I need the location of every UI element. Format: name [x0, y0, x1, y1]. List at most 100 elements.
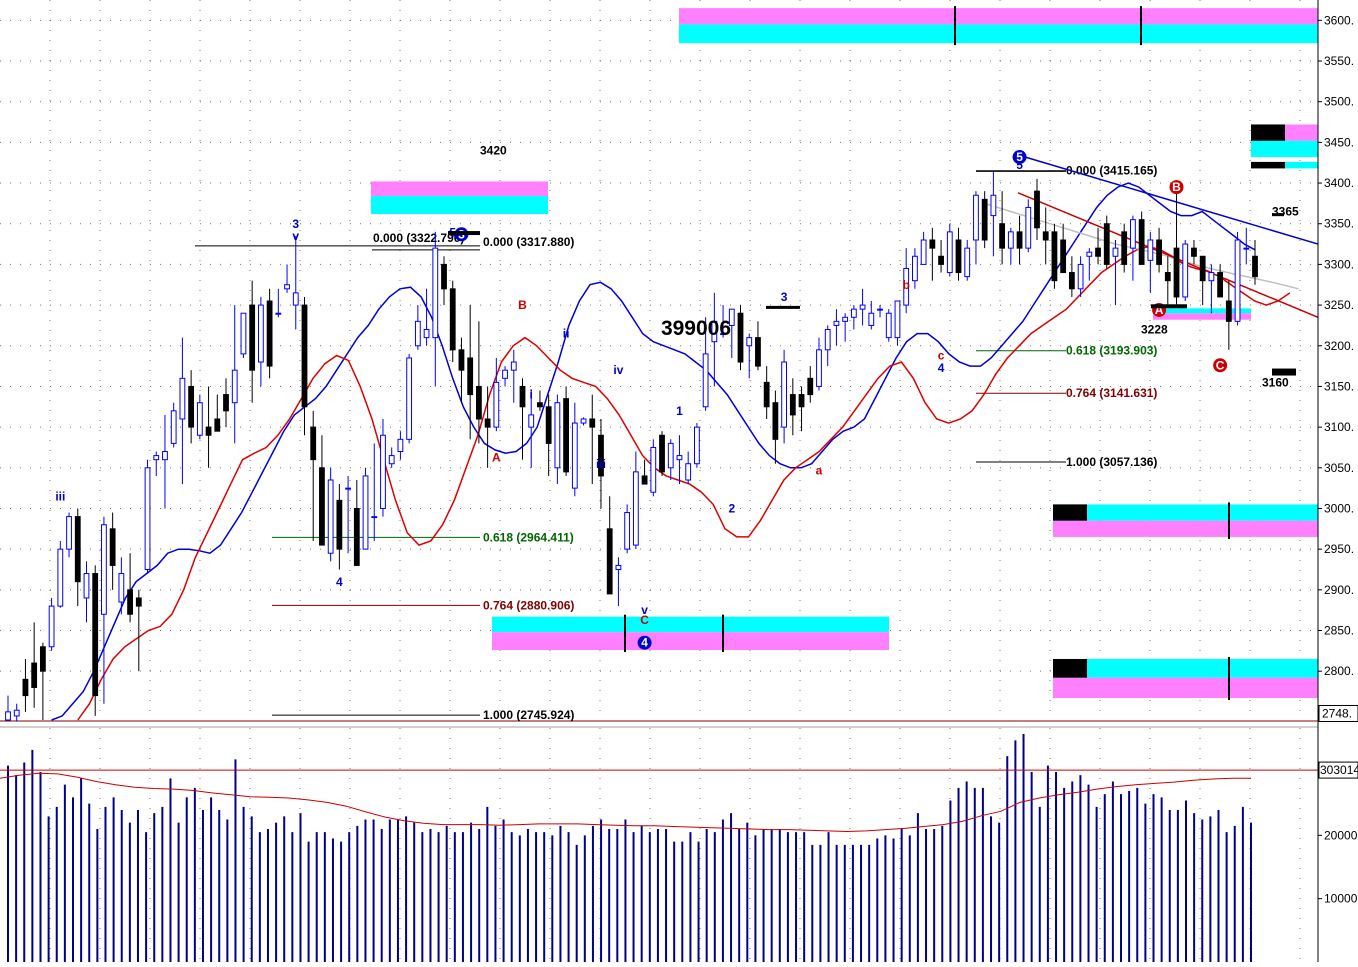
candle-body — [1156, 239, 1162, 265]
wave-label: a — [816, 463, 823, 477]
candle — [807, 366, 814, 403]
candle — [632, 451, 639, 550]
candle-body — [894, 300, 901, 339]
candle — [781, 349, 788, 444]
candle — [188, 370, 195, 444]
candlesticks — [5, 170, 1258, 722]
price-tick-label: 3500. — [1324, 95, 1354, 109]
candle-body — [1112, 247, 1119, 257]
candle — [1234, 231, 1241, 326]
candle — [48, 597, 55, 651]
note-marker — [766, 305, 800, 309]
candle — [912, 248, 918, 289]
candle-body — [528, 414, 535, 428]
candle-body — [929, 239, 936, 249]
candle — [196, 394, 203, 440]
candle — [135, 589, 142, 672]
candle-body — [571, 422, 578, 489]
candle-body — [694, 426, 700, 465]
candle-body — [676, 455, 683, 461]
zone-band-upper — [492, 616, 889, 633]
candle-body — [1182, 243, 1189, 298]
candle — [362, 467, 369, 550]
candle-body — [824, 328, 831, 351]
candle — [746, 333, 753, 379]
candle — [1208, 264, 1215, 314]
candle-body — [589, 418, 596, 428]
candle-body — [144, 467, 151, 570]
fib-level-label: 0.618 (3193.903) — [1066, 344, 1157, 358]
candle — [292, 235, 299, 330]
price-tick-label: 2900. — [1324, 583, 1354, 597]
candle — [1138, 211, 1145, 265]
candle — [397, 431, 404, 460]
candle — [179, 337, 186, 485]
candle-body — [319, 467, 325, 546]
candle — [1042, 207, 1049, 265]
candle — [231, 305, 238, 444]
fib-level-label: 0.000 (3317.880) — [483, 235, 574, 249]
candle-body — [746, 337, 753, 347]
candle — [432, 231, 439, 387]
candle-body — [789, 394, 796, 416]
candle — [467, 305, 474, 440]
candle-body — [685, 463, 692, 481]
candle — [1156, 227, 1162, 273]
candle-body — [284, 284, 290, 290]
candle — [580, 417, 587, 426]
candle-body — [39, 646, 46, 672]
candle — [1147, 231, 1154, 293]
candle — [74, 508, 81, 607]
candle-body — [380, 434, 386, 509]
candle — [816, 337, 822, 391]
candle-body — [127, 589, 133, 615]
candle — [598, 418, 604, 509]
wave-label: c — [938, 349, 945, 363]
fib-level-label: 1.000 (2745.924) — [483, 708, 574, 722]
candle-body — [877, 308, 883, 311]
candle — [1103, 215, 1110, 269]
candle — [162, 414, 168, 509]
zone-band-upper — [1053, 504, 1318, 521]
candle — [1086, 248, 1093, 281]
candle — [249, 280, 256, 403]
candle — [894, 300, 901, 346]
candle-body — [1016, 231, 1023, 249]
candle-body — [1034, 190, 1040, 229]
candle-body — [737, 312, 744, 363]
candle-body — [240, 312, 247, 355]
candle-body — [632, 471, 639, 546]
candle-body — [763, 381, 770, 408]
candle-body — [1042, 231, 1049, 241]
candle — [868, 301, 875, 330]
candle-body — [292, 292, 299, 306]
candle — [1182, 240, 1189, 302]
candle-body — [179, 377, 186, 420]
candle-body — [5, 711, 11, 721]
candle-body — [1095, 247, 1101, 257]
candle-body — [345, 487, 351, 490]
candle — [484, 386, 491, 468]
candle — [728, 308, 735, 358]
candle-body — [868, 312, 875, 326]
wave-circle-text: C — [1216, 358, 1225, 372]
candle-body — [266, 300, 273, 367]
candle — [964, 240, 971, 281]
candle-body — [990, 194, 997, 217]
candle-body — [423, 328, 430, 339]
candle — [694, 423, 700, 468]
candle — [1130, 215, 1136, 281]
zone-band-lower — [371, 196, 548, 214]
chart-title: 399006 — [661, 317, 731, 340]
candle-body — [22, 678, 29, 697]
zone-band-lower — [492, 632, 889, 651]
candle-body — [1225, 300, 1232, 322]
zone-band-lower — [679, 24, 1318, 44]
candle — [842, 313, 849, 342]
wave-label: 2 — [728, 502, 735, 516]
fib-level-label: 0.000 (3322.790) — [373, 231, 464, 245]
candle-body — [231, 369, 238, 404]
candle-body — [353, 507, 360, 566]
candle-body — [118, 573, 125, 603]
